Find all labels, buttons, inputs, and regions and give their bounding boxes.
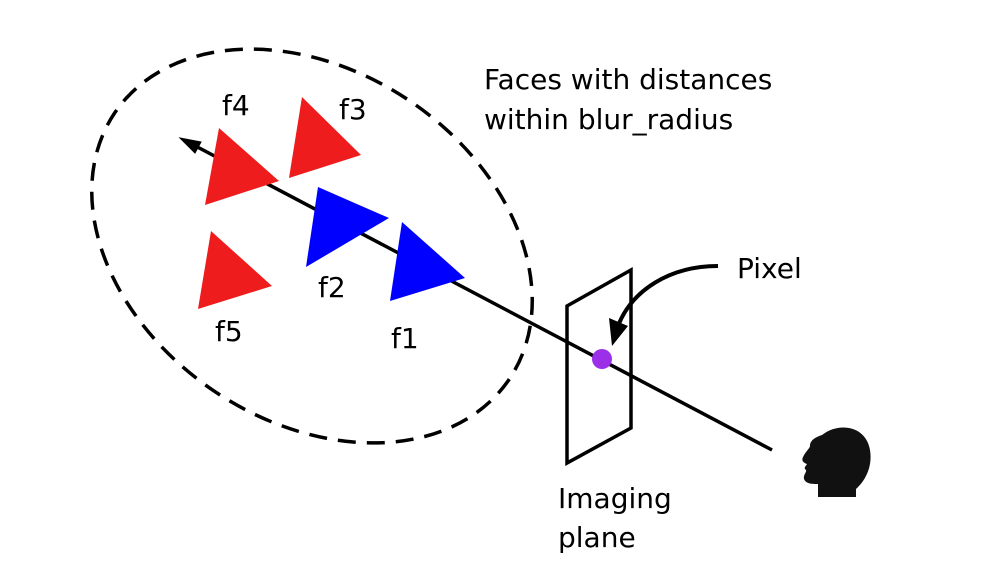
imaging-plane-label-line-1: Imaging bbox=[558, 482, 672, 515]
arrow-head-icon bbox=[178, 137, 202, 154]
face-f5-triangle bbox=[198, 231, 272, 309]
face-f3-triangle bbox=[289, 97, 361, 178]
face-label-f5: f5 bbox=[215, 315, 243, 348]
face-label-f3: f3 bbox=[339, 93, 367, 126]
face-label-f1: f1 bbox=[391, 322, 419, 355]
face-label-f2: f2 bbox=[318, 271, 346, 304]
blur-radius-ellipse bbox=[90, 47, 534, 445]
caption-line-1: Faces with distances bbox=[484, 63, 772, 96]
pixel-label: Pixel bbox=[737, 252, 802, 285]
imaging-plane-label-line-2: plane bbox=[558, 521, 636, 554]
pixel-pointer-arrow bbox=[616, 264, 719, 327]
face-f4-triangle bbox=[205, 128, 279, 205]
caption-line-2: within blur_radius bbox=[484, 103, 733, 136]
face-f2-triangle bbox=[306, 187, 389, 267]
face-f1-triangle bbox=[390, 222, 465, 301]
face-label-f4: f4 bbox=[222, 89, 250, 122]
imaging-plane bbox=[565, 267, 633, 466]
pixel-dot bbox=[592, 349, 612, 369]
arrow-head-icon bbox=[609, 318, 628, 346]
person-head-silhouette-icon bbox=[802, 427, 871, 497]
view-ray bbox=[185, 139, 773, 452]
